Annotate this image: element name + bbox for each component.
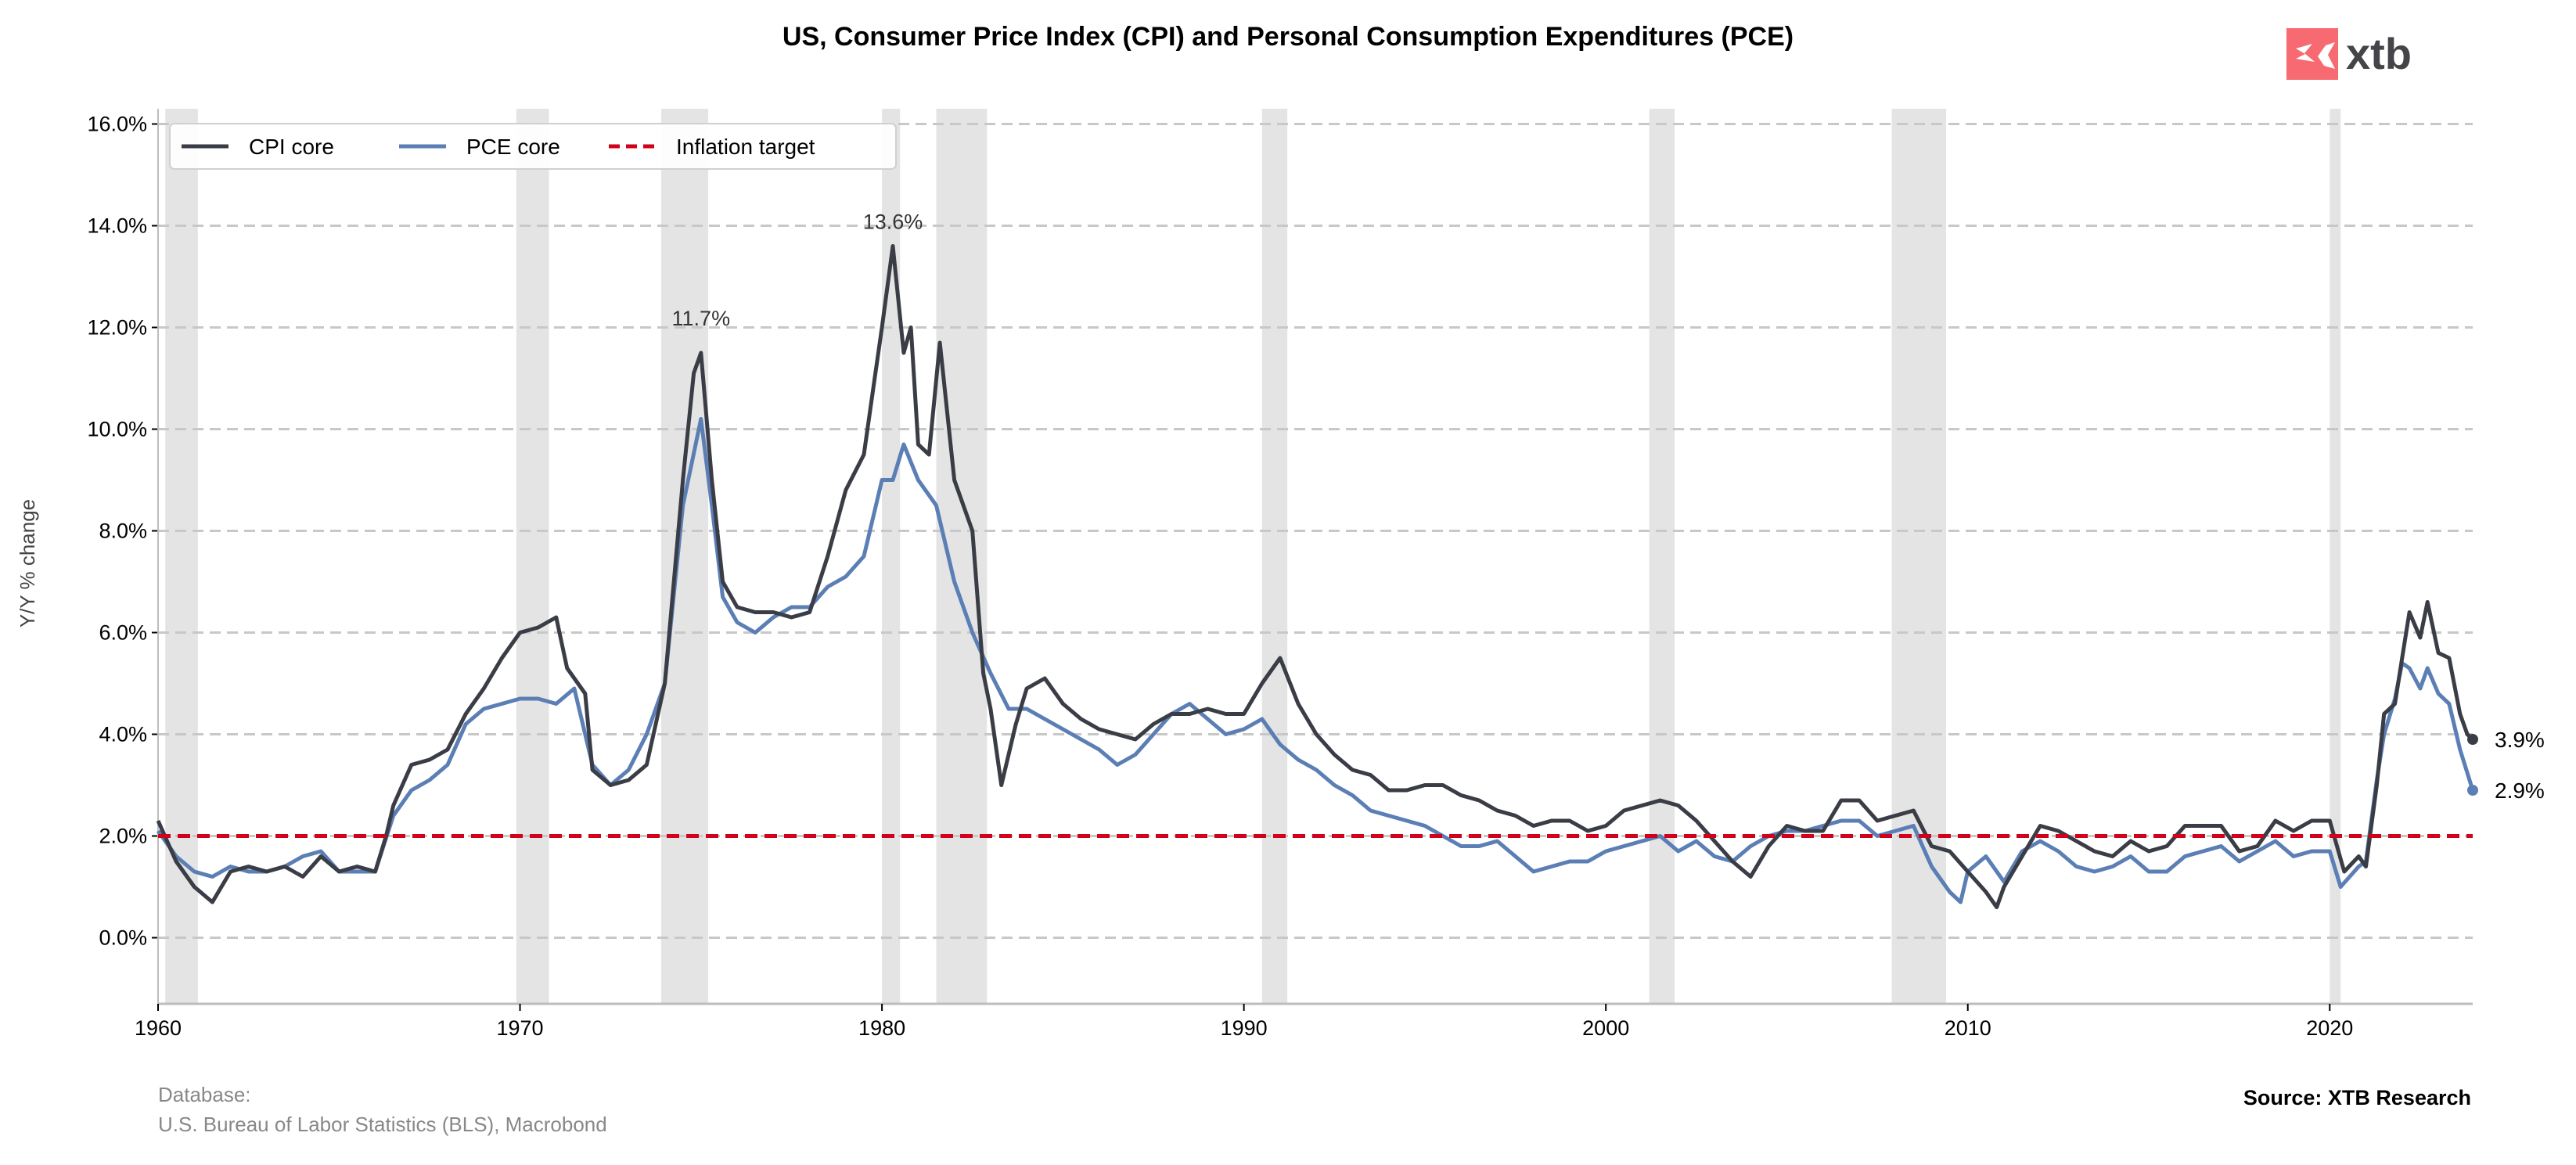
y-tick-label: 16.0% bbox=[87, 113, 147, 136]
chart-title: US, Consumer Price Index (CPI) and Perso… bbox=[783, 22, 1793, 52]
x-tick-label: 2020 bbox=[2306, 1016, 2353, 1040]
recession-band bbox=[516, 109, 549, 1004]
y-tick-label: 12.0% bbox=[87, 316, 147, 340]
peak-annotation: 11.7% bbox=[672, 307, 731, 330]
legend: CPI core PCE core Inflation target bbox=[169, 123, 897, 170]
gridlines bbox=[158, 123, 2473, 939]
recession-band bbox=[660, 109, 709, 1004]
pce-core-line bbox=[156, 417, 2475, 904]
footer-database-label: Database: bbox=[158, 1083, 251, 1106]
y-tick-label: 4.0% bbox=[99, 723, 147, 746]
logo-x-mark-icon bbox=[2296, 42, 2335, 69]
legend-label-cpi-core: CPI core bbox=[249, 135, 334, 159]
data-labels: 11.7% 13.6% 3.9% 2.9% bbox=[672, 210, 2545, 804]
legend-label-pce-core: PCE core bbox=[466, 135, 560, 159]
y-axis-label: Y/Y % change bbox=[16, 499, 39, 627]
y-tick-label: 6.0% bbox=[99, 621, 147, 645]
legend-label-inflation-target: Inflation target bbox=[676, 135, 815, 159]
x-tick-label: 2000 bbox=[1582, 1016, 1629, 1040]
end-point-marker bbox=[2467, 734, 2478, 745]
y-tick-label: 8.0% bbox=[99, 520, 147, 543]
footer-source: Source: XTB Research bbox=[2243, 1086, 2471, 1109]
recession-band bbox=[936, 109, 988, 1004]
end-value-label: 3.9% bbox=[2495, 728, 2545, 752]
recession-band bbox=[2330, 109, 2341, 1004]
y-tick-label: 0.0% bbox=[99, 926, 147, 950]
series-lines bbox=[156, 244, 2475, 909]
peak-annotation: 13.6% bbox=[863, 210, 923, 234]
recession-band bbox=[1261, 109, 1288, 1004]
end-value-label: 2.9% bbox=[2495, 778, 2545, 803]
y-tick-label: 2.0% bbox=[99, 825, 147, 848]
axes: 0.0% 2.0% 4.0% 6.0% 8.0% 10.0% 12.0% 14.0% 16.0%… bbox=[87, 109, 2473, 1040]
recession-bands bbox=[165, 109, 2341, 1004]
recession-band bbox=[165, 109, 198, 1004]
footer-database-value: U.S. Bureau of Labor Statistics (BLS), M… bbox=[158, 1113, 607, 1136]
x-tick-label: 2010 bbox=[1945, 1016, 1991, 1040]
recession-band bbox=[882, 109, 901, 1004]
y-tick-label: 10.0% bbox=[87, 418, 147, 441]
xtb-logo: xtb bbox=[2286, 28, 2412, 80]
recession-band bbox=[1649, 109, 1675, 1004]
y-tick-label: 14.0% bbox=[87, 214, 147, 238]
x-tick-label: 1990 bbox=[1221, 1016, 1268, 1040]
x-tick-label: 1960 bbox=[135, 1016, 182, 1040]
x-tick-label: 1980 bbox=[858, 1016, 905, 1040]
logo-text: xtb bbox=[2346, 29, 2412, 78]
x-tick-label: 1970 bbox=[497, 1016, 544, 1040]
cpi-core-line bbox=[156, 244, 2474, 909]
end-point-marker bbox=[2467, 785, 2478, 796]
recession-band bbox=[1891, 109, 1946, 1004]
